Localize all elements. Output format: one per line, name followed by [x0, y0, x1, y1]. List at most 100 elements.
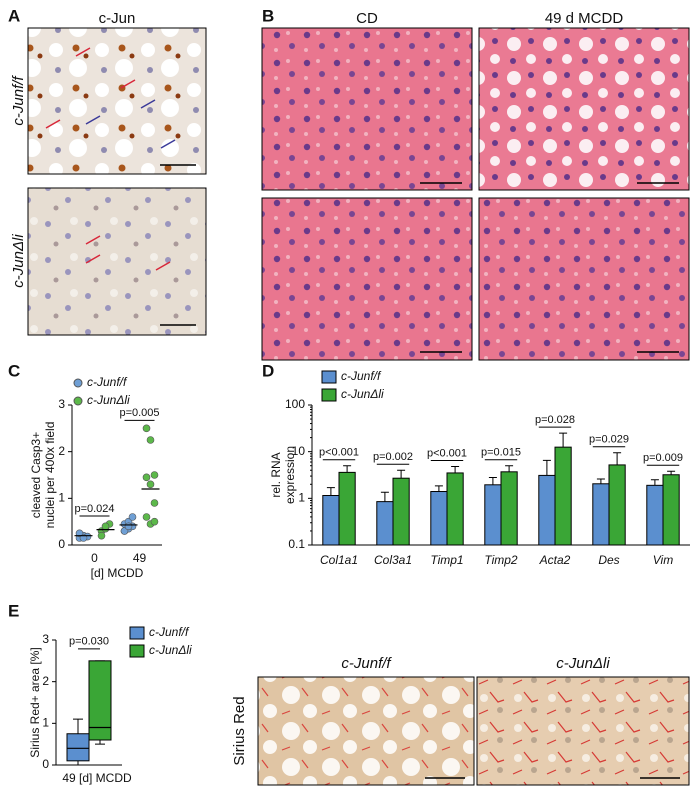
error-bar: [596, 478, 605, 484]
y-tick-label: 3: [42, 632, 49, 646]
legend-swatch: [321, 388, 337, 402]
micrograph: [478, 197, 690, 361]
error-bar: [326, 487, 335, 496]
bar: [446, 472, 464, 546]
y-tick-label: 10: [292, 444, 306, 458]
micrograph: [261, 27, 473, 191]
panel-letter: C: [8, 361, 20, 380]
micrograph: [27, 27, 207, 175]
y-tick-label: 1: [298, 491, 305, 505]
error-bar: [650, 479, 659, 486]
x-tick-label: Acta2: [539, 553, 571, 567]
annotation: p=0.029: [589, 434, 629, 446]
x-tick-label: Timp2: [484, 553, 518, 567]
panel-letter: B: [262, 6, 274, 25]
x-tick-label: Des: [598, 553, 619, 567]
error-bar: [667, 470, 676, 475]
annotation: p=0.009: [643, 452, 683, 464]
dot: [124, 522, 133, 531]
micrograph: [261, 197, 473, 361]
dot: [101, 522, 110, 531]
y-axis-label: Sirius Red+ area [%]: [28, 647, 42, 757]
x-tick-label: Col3a1: [374, 553, 412, 567]
y-tick-label: 1: [58, 491, 65, 505]
x-axis-label: 49 [d] MCDD: [62, 771, 132, 785]
x-tick-label: 49: [133, 551, 147, 565]
dot: [128, 513, 137, 521]
bar: [500, 471, 518, 546]
dot: [142, 424, 151, 433]
y-tick-label: 0.1: [288, 537, 305, 551]
x-tick-label: 0: [91, 551, 98, 565]
bar: [662, 474, 680, 546]
legend-label: c-JunΔli: [87, 393, 130, 407]
x-tick-label: Col1a1: [320, 553, 358, 567]
error-bar: [559, 432, 568, 448]
error-bar: [434, 485, 443, 492]
legend-swatch: [129, 644, 145, 658]
bar: [430, 491, 448, 546]
bar: [538, 474, 556, 546]
bar: [592, 483, 610, 546]
y-tick-label: 3: [58, 397, 65, 411]
legend-label: c-Junf/f: [341, 369, 382, 383]
micrograph: [478, 27, 690, 191]
column-label: 49 d MCDD: [545, 10, 624, 27]
error-bar: [613, 452, 622, 465]
y-tick-label: 2: [42, 674, 49, 688]
panel-letter: E: [8, 601, 19, 620]
micrograph: [27, 187, 207, 336]
legend-label: c-JunΔli: [341, 387, 384, 401]
y-tick-label: 0: [58, 537, 65, 551]
legend-swatch: [73, 396, 83, 406]
y-axis-label: cleaved Casp3+: [29, 432, 43, 518]
error-bar: [542, 459, 551, 476]
annotation: p=0.015: [481, 447, 521, 459]
box: [66, 733, 90, 762]
bar: [392, 477, 410, 546]
panel-letter: A: [8, 6, 20, 25]
arrows: [85, 99, 176, 149]
panel-letter: D: [262, 361, 274, 380]
column-label: c-JunΔli: [556, 655, 610, 672]
y-tick-label: 2: [58, 444, 65, 458]
bar: [554, 446, 572, 546]
annotation: p=0.024: [74, 503, 114, 515]
dot: [142, 473, 151, 482]
annotation: p<0.001: [319, 447, 359, 459]
y-axis-label: expression: [283, 446, 297, 504]
legend-label: c-Junf/f: [87, 375, 128, 389]
error-bar: [397, 469, 406, 479]
annotation: p<0.001: [427, 447, 467, 459]
legend-label: c-JunΔli: [149, 643, 192, 657]
error-bar: [380, 491, 389, 502]
legend-swatch: [321, 370, 337, 384]
y-tick-label: 100: [285, 397, 305, 411]
dot: [150, 471, 159, 479]
annotation: p=0.002: [373, 451, 413, 463]
bar: [484, 484, 502, 546]
x-tick-label: Vim: [653, 553, 673, 567]
bar: [338, 471, 356, 546]
annotation: p=0.005: [119, 407, 159, 419]
micrograph: [476, 676, 690, 786]
arrows: [45, 47, 171, 271]
dot: [150, 517, 159, 526]
bar: [608, 464, 626, 546]
legend-swatch: [129, 626, 145, 640]
y-axis-label: rel. RNA: [269, 452, 283, 497]
dot: [146, 480, 155, 489]
annotation: p=0.030: [69, 636, 109, 648]
error-bar: [343, 465, 352, 473]
error-bar: [488, 476, 497, 485]
error-bar: [505, 465, 514, 472]
dot: [97, 531, 106, 540]
error-bar: [451, 466, 460, 473]
bar: [376, 501, 394, 546]
row-label: c-Junf/f: [10, 75, 27, 126]
y-axis-label: nuclei per 400x field: [43, 422, 57, 529]
scale-bars: [160, 164, 680, 779]
legend-swatch: [73, 378, 83, 388]
row-label: Sirius Red: [231, 696, 248, 765]
